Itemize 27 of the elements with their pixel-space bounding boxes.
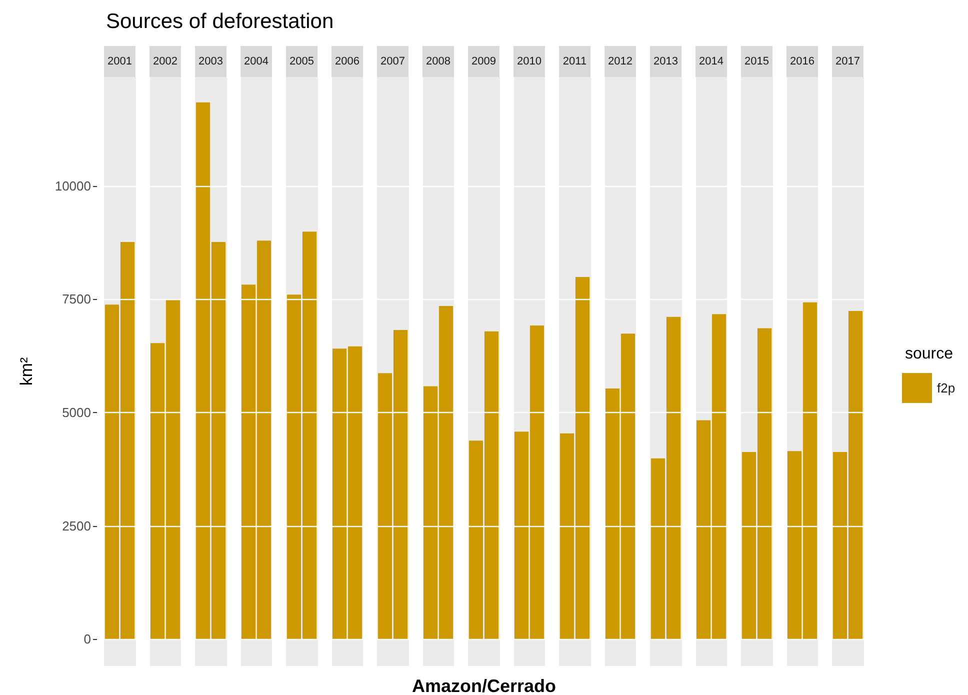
x-tick-label: 2017 <box>836 56 860 68</box>
x-tick-label: 2014 <box>699 56 724 68</box>
x-tick-label: 2013 <box>654 56 678 68</box>
x-tick-label: 2007 <box>380 56 405 68</box>
legend-title: source <box>905 346 954 362</box>
x-axis-title: Amazon/Cerrado <box>412 676 556 695</box>
x-tick-label: 2004 <box>244 56 268 68</box>
y-axis-title: km² <box>17 357 36 386</box>
y-tick-label: 10000 <box>54 178 91 194</box>
x-tick-label: 2003 <box>198 56 223 68</box>
x-tick-label: 2012 <box>608 56 632 68</box>
x-tick-label: 2008 <box>426 56 450 68</box>
x-tick-label: 2002 <box>153 56 178 68</box>
x-tick-label: 2001 <box>108 56 132 68</box>
y-tick-label: 2500 <box>62 518 91 534</box>
x-tick-label: 2016 <box>790 56 814 68</box>
x-tick-label: 2011 <box>562 56 587 68</box>
legend-label: f2p <box>937 380 956 396</box>
y-tick-label: 0 <box>84 632 91 647</box>
x-tick-label: 2005 <box>290 56 314 68</box>
y-tick-label: 7500 <box>62 292 91 307</box>
chart-title: Sources of deforestation <box>106 10 334 33</box>
x-tick-label: 2015 <box>744 56 769 68</box>
x-tick-label: 2006 <box>335 56 360 68</box>
x-tick-label: 2010 <box>517 56 542 68</box>
x-tick-label: 2009 <box>472 56 496 68</box>
y-tick-label: 5000 <box>62 405 91 420</box>
